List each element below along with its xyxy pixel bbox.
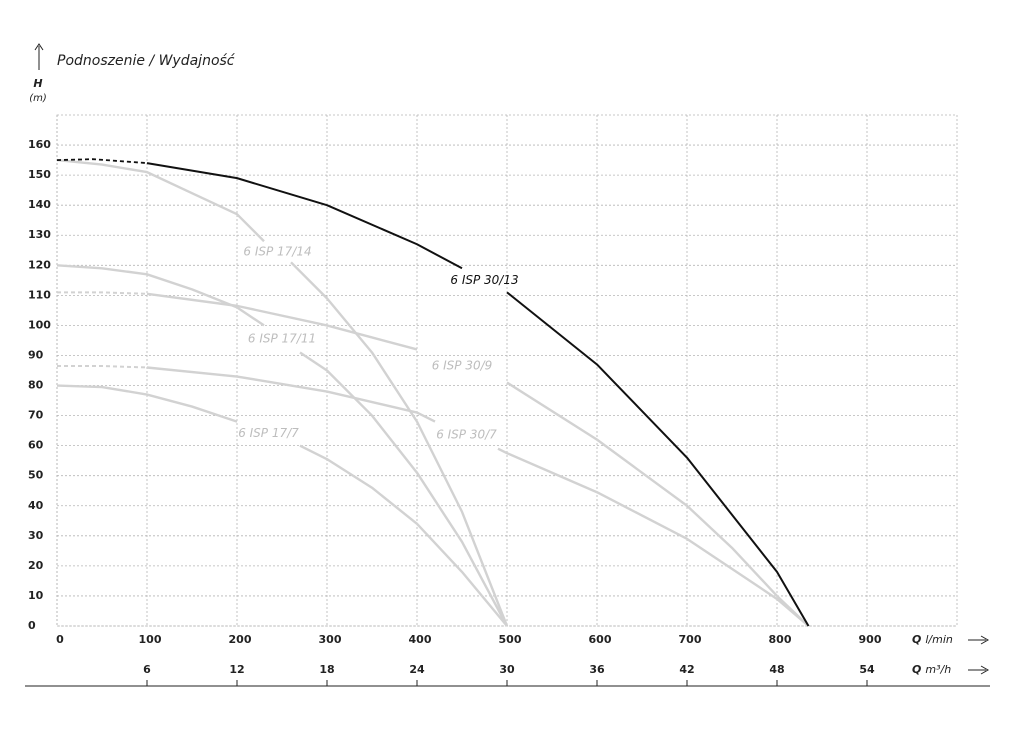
y-tick-label: 60 (28, 439, 44, 452)
curve (56, 384, 508, 627)
x-tick-label: 0 (56, 633, 64, 646)
y-tick-label: 30 (28, 529, 44, 542)
x2-tick-label: 42 (679, 663, 694, 676)
axis-arrow-head (980, 635, 990, 645)
y-unit: (m) (29, 93, 47, 104)
y-arrow-head (34, 43, 44, 51)
curve-label: 6 ISP 17/7 (238, 426, 299, 440)
y-label: H (33, 77, 42, 90)
x-tick-label: 200 (229, 633, 252, 646)
curve-label: 6 ISP 17/14 (243, 244, 311, 258)
x2-tick-label: 54 (859, 663, 875, 676)
x-tick-label: 900 (859, 633, 882, 646)
x-tick-label: 700 (679, 633, 702, 646)
x2-tick-label: 24 (409, 663, 425, 676)
x2-tick-label: 12 (229, 663, 244, 676)
curve-lead (57, 364, 148, 369)
y-tick-label: 100 (28, 318, 51, 331)
x-tick-label: 100 (139, 633, 162, 646)
y-tick-label: 70 (28, 409, 44, 422)
y-tick-label: 90 (28, 348, 44, 361)
curve-label: 6 ISP 30/9 (432, 358, 493, 372)
y-tick-label: 130 (28, 228, 51, 241)
curve (146, 162, 810, 627)
curve (56, 264, 509, 627)
x2-tick-label: 6 (143, 663, 151, 676)
x2-tick-label: 48 (769, 663, 784, 676)
curve-label: 6 ISP 30/13 (450, 273, 518, 287)
x2-tick-label: 30 (499, 663, 515, 676)
y-tick-label: 120 (28, 258, 51, 271)
x-tick-label: 300 (319, 633, 342, 646)
y-tick-label: 10 (28, 589, 44, 602)
curve (56, 158, 509, 627)
curve-lead (56, 158, 148, 164)
curve-label: 6 ISP 30/7 (436, 428, 497, 442)
axis-symbol: Q (912, 663, 921, 676)
curve-lead (57, 291, 148, 295)
x-tick-label: 400 (409, 633, 432, 646)
y-tick-label: 80 (28, 379, 44, 392)
y-tick-label: 0 (28, 619, 36, 632)
y-tick-label: 110 (28, 288, 51, 301)
axis-arrow-head (980, 665, 990, 675)
x-tick-label: 500 (499, 633, 522, 646)
x-tick-label: 600 (589, 633, 612, 646)
curve (146, 366, 810, 627)
x2-tick-label: 36 (589, 663, 605, 676)
y-tick-label: 20 (28, 559, 44, 572)
axis-unit: l/min (925, 633, 953, 646)
x-tick-label: 800 (769, 633, 792, 646)
x2-tick-label: 18 (319, 663, 334, 676)
axis-unit: m³/h (925, 663, 951, 676)
curve (146, 292, 810, 627)
y-tick-label: 140 (28, 198, 51, 211)
y-tick-label: 40 (28, 499, 44, 512)
chart-title: Podnoszenie / Wydajność (57, 53, 236, 69)
y-tick-label: 50 (28, 469, 44, 482)
y-tick-label: 150 (28, 168, 51, 181)
curve-label: 6 ISP 17/11 (248, 331, 316, 345)
y-tick-label: 160 (28, 138, 51, 151)
axis-symbol: Q (912, 633, 921, 646)
